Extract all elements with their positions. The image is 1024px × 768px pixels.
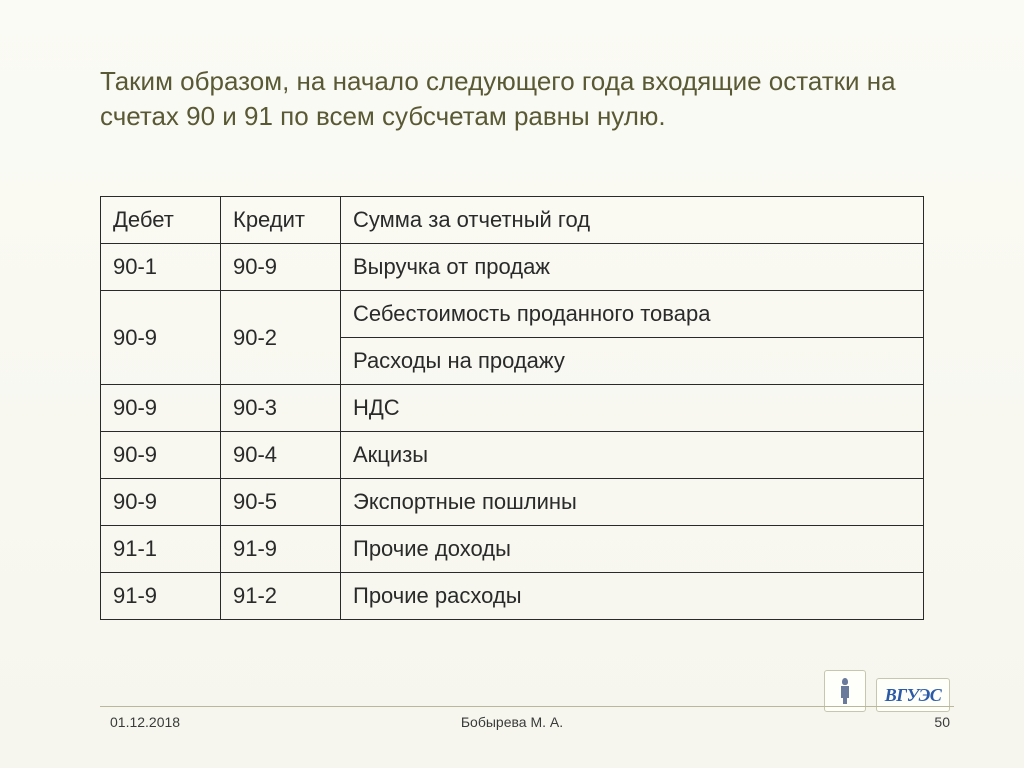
slide: Таким образом, на начало следующего года… — [0, 0, 1024, 768]
table-row: 90-9 90-5 Экспортные пошлины — [101, 479, 924, 526]
cell-desc: НДС — [341, 385, 924, 432]
cell-desc: Экспортные пошлины — [341, 479, 924, 526]
cell-debit: 90-9 — [101, 432, 221, 479]
table-row: 91-1 91-9 Прочие доходы — [101, 526, 924, 573]
cell-credit: 91-9 — [221, 526, 341, 573]
cell-desc: Выручка от продаж — [341, 244, 924, 291]
col-header-desc: Сумма за отчетный год — [341, 197, 924, 244]
cell-credit: 90-4 — [221, 432, 341, 479]
footer-divider — [100, 706, 954, 707]
cell-desc: Прочие расходы — [341, 573, 924, 620]
university-logo-text: ВГУЭС — [885, 685, 942, 706]
table-row: 90-9 90-4 Акцизы — [101, 432, 924, 479]
cell-debit: 90-1 — [101, 244, 221, 291]
cell-debit: 90-9 — [101, 479, 221, 526]
cell-credit: 90-3 — [221, 385, 341, 432]
cell-credit: 90-9 — [221, 244, 341, 291]
footer: 01.12.2018 Бобырева М. А. 50 — [0, 712, 1024, 740]
cell-debit: 91-1 — [101, 526, 221, 573]
cell-desc: Прочие доходы — [341, 526, 924, 573]
cell-credit: 90-5 — [221, 479, 341, 526]
table-row: 90-9 90-2 Себестоимость проданного товар… — [101, 291, 924, 338]
table-row: 90-1 90-9 Выручка от продаж — [101, 244, 924, 291]
col-header-credit: Кредит — [221, 197, 341, 244]
accounts-table: Дебет Кредит Сумма за отчетный год 90-1 … — [100, 196, 924, 620]
col-header-debit: Дебет — [101, 197, 221, 244]
cell-desc: Расходы на продажу — [341, 338, 924, 385]
footer-page: 50 — [934, 714, 950, 730]
cell-debit: 90-9 — [101, 291, 221, 385]
cell-debit: 90-9 — [101, 385, 221, 432]
cell-desc: Себестоимость проданного товара — [341, 291, 924, 338]
cell-desc: Акцизы — [341, 432, 924, 479]
table-row: 90-9 90-3 НДС — [101, 385, 924, 432]
footer-author: Бобырева М. А. — [0, 714, 1024, 730]
slide-title: Таким образом, на начало следующего года… — [100, 64, 954, 134]
cell-debit: 91-9 — [101, 573, 221, 620]
table-header-row: Дебет Кредит Сумма за отчетный год — [101, 197, 924, 244]
table-row: 91-9 91-2 Прочие расходы — [101, 573, 924, 620]
cell-credit: 91-2 — [221, 573, 341, 620]
cell-credit: 90-2 — [221, 291, 341, 385]
